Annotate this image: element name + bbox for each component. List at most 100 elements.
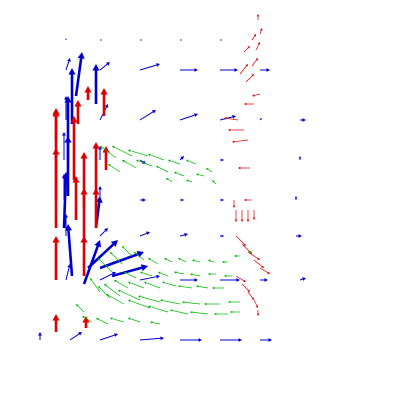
vector-arrow xyxy=(100,146,117,159)
vector-arrow xyxy=(98,146,102,160)
vector-arrow xyxy=(114,280,129,289)
vector-arrow xyxy=(208,259,215,263)
vector-arrow xyxy=(122,160,137,169)
vector-arrow xyxy=(64,96,72,160)
vector-arrow xyxy=(260,338,272,342)
vector-arrow xyxy=(128,281,145,289)
vector-arrow xyxy=(232,200,236,208)
vector-arrow xyxy=(180,39,182,41)
vector-arrow xyxy=(228,300,240,304)
vector-arrow xyxy=(158,271,169,277)
vector-arrow xyxy=(178,257,187,263)
vector-arrow xyxy=(240,210,244,222)
vector-arrow xyxy=(252,93,261,97)
vector-arrow xyxy=(92,64,100,104)
vector-arrow xyxy=(99,250,144,270)
vector-arrow xyxy=(112,145,133,157)
vector-arrow xyxy=(179,113,198,121)
vector-arrow xyxy=(170,309,189,315)
vector-arrow xyxy=(52,236,60,280)
vector-arrow xyxy=(232,139,249,144)
vector-arrow xyxy=(96,317,109,325)
vector-arrow xyxy=(259,267,270,274)
vector-arrow xyxy=(252,210,256,220)
vector-arrow xyxy=(206,168,213,173)
vector-arrow xyxy=(106,294,125,305)
vector-arrow xyxy=(241,243,252,254)
vector-arrow xyxy=(128,299,151,309)
vector-arrow xyxy=(204,302,220,306)
vector-arrow xyxy=(148,305,169,313)
vector-arrow xyxy=(138,295,161,303)
vector-arrow xyxy=(99,228,108,237)
vector-arrow xyxy=(144,281,161,289)
vector-arrow xyxy=(139,110,156,121)
vector-series-2 xyxy=(52,86,110,332)
vector-arrow xyxy=(208,272,216,276)
vector-arrow xyxy=(84,86,92,100)
vector-arrow xyxy=(253,259,264,268)
vector-arrow xyxy=(111,264,148,278)
vector-arrow xyxy=(139,274,160,281)
vector-arrow xyxy=(174,171,185,177)
vector-arrow xyxy=(220,68,238,72)
vector-arrow xyxy=(38,332,42,340)
vector-arrow xyxy=(247,251,260,260)
vector-arrow xyxy=(224,117,239,121)
vector-arrow xyxy=(166,178,173,183)
vector-arrow xyxy=(230,310,240,314)
vector-arrow xyxy=(234,210,238,222)
vector-arrow xyxy=(256,310,260,316)
vector-arrow xyxy=(76,304,85,313)
vector-arrow xyxy=(62,132,66,160)
vector-arrow xyxy=(134,252,145,261)
vector-arrow xyxy=(150,321,161,325)
vector-series-3 xyxy=(224,14,270,316)
vector-arrow xyxy=(247,291,254,300)
vector-arrow xyxy=(90,278,101,293)
vector-arrow xyxy=(180,198,184,202)
vector-arrow xyxy=(256,14,260,20)
vector-arrow xyxy=(74,100,82,124)
vector-arrow xyxy=(259,28,263,35)
vector-arrow xyxy=(190,310,209,315)
vector-arrow xyxy=(235,235,246,246)
vector-arrow xyxy=(74,52,85,97)
vector-arrow xyxy=(222,260,228,264)
vector-arrow xyxy=(300,118,306,122)
vector-arrow xyxy=(179,232,188,237)
vector-arrow xyxy=(220,39,222,41)
vector-arrow xyxy=(238,166,250,170)
vector-arrow xyxy=(100,39,102,41)
vector-arrow xyxy=(156,165,169,173)
vector-arrow xyxy=(122,246,133,257)
vector-arrow xyxy=(128,149,149,157)
vector-arrow xyxy=(80,152,88,208)
vector-arrow xyxy=(162,281,177,287)
vector-arrow xyxy=(52,110,60,140)
vector-arrow xyxy=(224,274,232,278)
vector-arrow xyxy=(234,254,240,258)
vector-arrow xyxy=(136,159,153,167)
vector-arrow xyxy=(220,338,242,342)
vector-arrow xyxy=(87,240,118,269)
vector-arrow xyxy=(214,312,228,316)
vector-arrow xyxy=(251,58,258,67)
vector-arrow xyxy=(124,271,137,279)
vector-arrow xyxy=(244,102,254,106)
vector-series-0 xyxy=(38,38,306,342)
vector-arrow xyxy=(140,39,142,41)
vector-arrow xyxy=(190,273,201,277)
vector-arrow xyxy=(180,68,198,72)
vector-arrow xyxy=(140,198,146,202)
vector-arrow xyxy=(98,258,113,273)
vector-arrow xyxy=(241,283,250,292)
vector-arrow xyxy=(245,74,254,83)
vector-arrow xyxy=(139,63,160,71)
vector-arrow xyxy=(140,271,153,277)
vector-arrow xyxy=(228,128,244,132)
vector-arrow xyxy=(235,275,246,282)
vector-arrow xyxy=(180,278,198,282)
vector-arrow xyxy=(294,196,298,200)
